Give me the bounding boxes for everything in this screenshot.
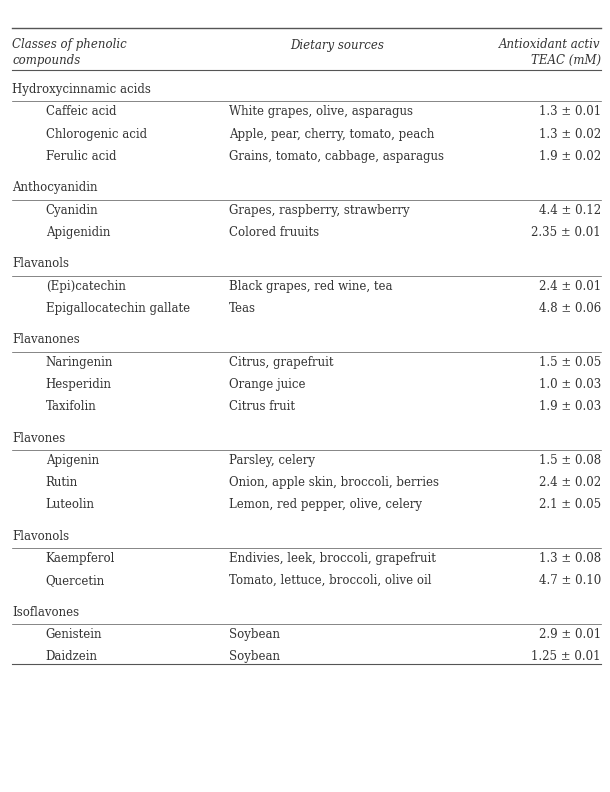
Text: 1.5 ± 0.08: 1.5 ± 0.08 (539, 454, 601, 466)
Text: Onion, apple skin, broccoli, berries: Onion, apple skin, broccoli, berries (229, 476, 439, 489)
Text: Rutin: Rutin (46, 476, 78, 489)
Text: 1.9 ± 0.03: 1.9 ± 0.03 (539, 400, 601, 413)
Text: Apple, pear, cherry, tomato, peach: Apple, pear, cherry, tomato, peach (229, 128, 434, 140)
Text: Grains, tomato, cabbage, asparagus: Grains, tomato, cabbage, asparagus (229, 150, 443, 162)
Text: Hesperidin: Hesperidin (46, 378, 112, 390)
Text: Caffeic acid: Caffeic acid (46, 105, 117, 118)
Text: Isoflavones: Isoflavones (12, 606, 79, 619)
Text: Chlorogenic acid: Chlorogenic acid (46, 128, 147, 140)
Text: Genistein: Genistein (46, 628, 102, 641)
Text: Flavonols: Flavonols (12, 530, 70, 543)
Text: 1.3 ± 0.01: 1.3 ± 0.01 (539, 105, 601, 118)
Text: compounds: compounds (12, 54, 81, 67)
Text: 1.3 ± 0.08: 1.3 ± 0.08 (539, 552, 601, 565)
Text: 1.0 ± 0.03: 1.0 ± 0.03 (539, 378, 601, 390)
Text: Citrus fruit: Citrus fruit (229, 400, 295, 413)
Text: Parsley, celery: Parsley, celery (229, 454, 315, 466)
Text: Ferulic acid: Ferulic acid (46, 150, 117, 162)
Text: Classes of phenolic: Classes of phenolic (12, 38, 127, 51)
Text: 1.9 ± 0.02: 1.9 ± 0.02 (539, 150, 601, 162)
Text: Epigallocatechin gallate: Epigallocatechin gallate (46, 302, 190, 314)
Text: Tomato, lettuce, broccoli, olive oil: Tomato, lettuce, broccoli, olive oil (229, 574, 431, 587)
Text: Quercetin: Quercetin (46, 574, 105, 587)
Text: White grapes, olive, asparagus: White grapes, olive, asparagus (229, 105, 413, 118)
Text: Cyanidin: Cyanidin (46, 204, 98, 216)
Text: Naringenin: Naringenin (46, 356, 113, 368)
Text: Flavanones: Flavanones (12, 333, 80, 346)
Text: Luteolin: Luteolin (46, 498, 95, 511)
Text: Kaempferol: Kaempferol (46, 552, 115, 565)
Text: (Epi)catechin: (Epi)catechin (46, 280, 126, 292)
Text: Daidzein: Daidzein (46, 650, 98, 663)
Text: TEAC (mM): TEAC (mM) (531, 54, 601, 67)
Text: Orange juice: Orange juice (229, 378, 305, 390)
Text: 1.25 ± 0.01: 1.25 ± 0.01 (531, 650, 601, 663)
Text: Apigenin: Apigenin (46, 454, 99, 466)
Text: Flavanols: Flavanols (12, 257, 69, 270)
Text: Colored fruuits: Colored fruuits (229, 226, 319, 238)
Text: Dietary sources: Dietary sources (290, 40, 384, 52)
Text: 1.3 ± 0.02: 1.3 ± 0.02 (539, 128, 601, 140)
Text: 2.35 ± 0.01: 2.35 ± 0.01 (531, 226, 601, 238)
Text: Flavones: Flavones (12, 432, 65, 444)
Text: 2.4 ± 0.01: 2.4 ± 0.01 (539, 280, 601, 292)
Text: 2.1 ± 0.05: 2.1 ± 0.05 (539, 498, 601, 511)
Text: Soybean: Soybean (229, 628, 280, 641)
Text: Hydroxycinnamic acids: Hydroxycinnamic acids (12, 83, 151, 96)
Text: 4.4 ± 0.12: 4.4 ± 0.12 (539, 204, 601, 216)
Text: 2.9 ± 0.01: 2.9 ± 0.01 (539, 628, 601, 641)
Text: Teas: Teas (229, 302, 256, 314)
Text: Apigenidin: Apigenidin (46, 226, 110, 238)
Text: 4.7 ± 0.10: 4.7 ± 0.10 (539, 574, 601, 587)
Text: Lemon, red pepper, olive, celery: Lemon, red pepper, olive, celery (229, 498, 422, 511)
Text: 2.4 ± 0.02: 2.4 ± 0.02 (539, 476, 601, 489)
Text: Citrus, grapefruit: Citrus, grapefruit (229, 356, 333, 368)
Text: Anthocyanidin: Anthocyanidin (12, 181, 98, 194)
Text: 4.8 ± 0.06: 4.8 ± 0.06 (539, 302, 601, 314)
Text: Grapes, raspberry, strawberry: Grapes, raspberry, strawberry (229, 204, 409, 216)
Text: Soybean: Soybean (229, 650, 280, 663)
Text: Black grapes, red wine, tea: Black grapes, red wine, tea (229, 280, 392, 292)
Text: 1.5 ± 0.05: 1.5 ± 0.05 (539, 356, 601, 368)
Text: Antioxidant activ: Antioxidant activ (500, 38, 601, 51)
Text: Endivies, leek, broccoli, grapefruit: Endivies, leek, broccoli, grapefruit (229, 552, 436, 565)
Text: Taxifolin: Taxifolin (46, 400, 96, 413)
